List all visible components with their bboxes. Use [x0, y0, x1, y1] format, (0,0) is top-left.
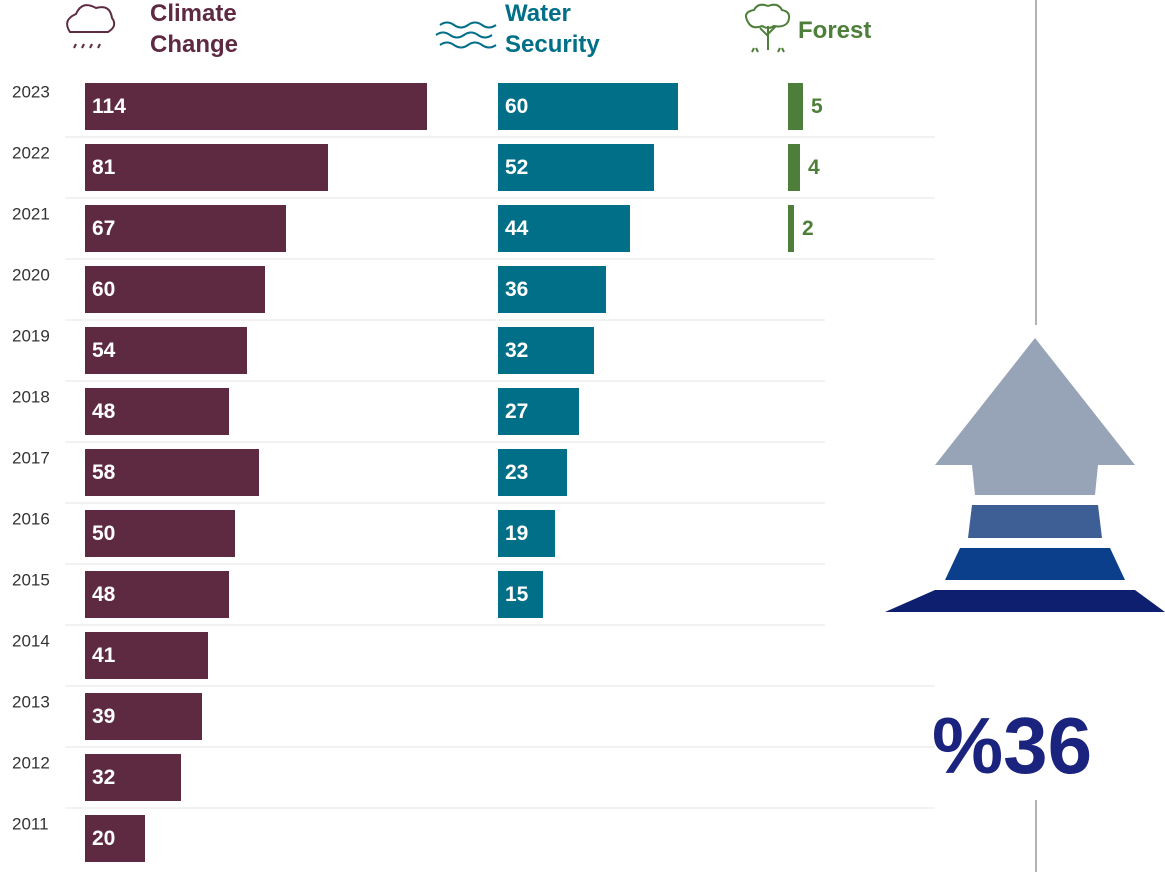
y-tick-label: 2013 [12, 692, 50, 711]
annotation: %36 [932, 701, 1092, 790]
y-tick-label: 2020 [12, 265, 50, 284]
bar [498, 266, 606, 313]
bar [788, 205, 794, 252]
value-label: 52 [505, 156, 528, 179]
value-label: 27 [505, 400, 528, 423]
y-tick-label: 2016 [12, 509, 50, 528]
bar [85, 693, 202, 740]
y-tick-label: 2017 [12, 448, 50, 467]
value-label: 54 [92, 339, 116, 362]
arrow-icon [885, 338, 1165, 612]
bar [85, 83, 427, 130]
bar [788, 144, 800, 191]
value-label: 58 [92, 461, 116, 484]
bar [498, 449, 567, 496]
y-tick-label: 2011 [12, 814, 49, 833]
value-label: 114 [92, 95, 126, 118]
bar [498, 510, 555, 557]
value-label: 81 [92, 156, 116, 179]
value-label: 48 [92, 583, 116, 606]
y-tick-label: 2021 [12, 204, 50, 223]
y-tick-label: 2015 [12, 570, 50, 589]
value-label: 20 [92, 827, 115, 850]
value-label: 32 [505, 339, 528, 362]
bar [498, 144, 654, 191]
bar [85, 388, 229, 435]
bar [85, 571, 229, 618]
bar [85, 815, 145, 862]
bar [498, 205, 630, 252]
value-label: 60 [92, 278, 115, 301]
bar [498, 571, 543, 618]
value-label: 39 [92, 705, 115, 728]
bar [498, 327, 594, 374]
value-label: 5 [811, 95, 823, 118]
value-label: 50 [92, 522, 115, 545]
water-icon [435, 21, 497, 49]
bar [85, 510, 235, 557]
value-label: 23 [505, 461, 528, 484]
bar [788, 83, 803, 130]
y-tick-label: 2012 [12, 753, 50, 772]
value-label: 41 [92, 644, 116, 667]
bar [85, 205, 286, 252]
y-tick-label: 2014 [12, 631, 50, 650]
value-label: 4 [808, 156, 820, 179]
value-label: 15 [505, 583, 529, 606]
value-label: 36 [505, 278, 528, 301]
value-label: 48 [92, 400, 116, 423]
bar [85, 144, 328, 191]
legend-entry: Climate Change [150, 0, 239, 58]
y-tick-label: 2019 [12, 326, 50, 345]
value-label: 44 [505, 217, 529, 240]
value-label: 60 [505, 95, 528, 118]
y-tick-label: 2018 [12, 387, 50, 406]
value-label: 32 [92, 766, 115, 789]
bar [498, 83, 678, 130]
value-label: 19 [505, 522, 528, 545]
legend-entry: Forest [798, 17, 872, 44]
y-tick-label: 2022 [12, 143, 50, 162]
climate-icon [66, 4, 116, 49]
bar [85, 754, 181, 801]
bar [85, 632, 208, 679]
value-label: 67 [92, 217, 115, 240]
bar [85, 266, 265, 313]
bar [85, 449, 259, 496]
bar [85, 327, 247, 374]
value-label: 2 [802, 217, 814, 240]
y-tick-label: 2023 [12, 82, 50, 101]
bar [498, 388, 579, 435]
forest-icon [745, 3, 791, 53]
legend-entry: Water Security [505, 0, 600, 58]
